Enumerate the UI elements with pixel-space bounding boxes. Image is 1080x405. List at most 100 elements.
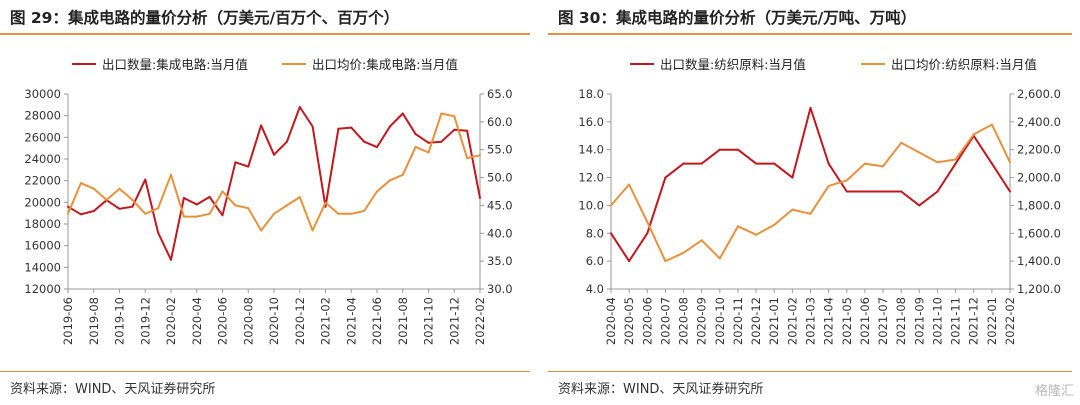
y-tick-label-right: 55.0 [487,143,513,157]
data-point [350,212,353,215]
data-point [809,212,812,215]
series-line-volume [610,106,1011,263]
data-point [363,140,366,143]
data-point [900,141,903,144]
data-point [718,257,721,260]
x-tick-label: 2022-01 [985,297,999,345]
x-tick-label: 2021-01 [767,297,781,345]
data-point [234,161,237,164]
data-point [131,205,134,208]
figure-title: 图 30：集成电路的量价分析（万美元/万吨、万吨） [558,9,917,27]
y-tick-label-left: 14.0 [578,143,604,157]
legend-label: 出口数量:纺织原料:当月值 [660,57,806,72]
y-tick-label-right: 45.0 [487,198,513,212]
data-point [105,198,108,201]
data-point [92,210,95,212]
data-point [414,133,417,136]
x-tick-label: 2022-02 [1003,297,1017,345]
data-point [737,148,739,151]
data-point [664,176,667,179]
data-point [170,258,172,261]
data-point [195,215,198,218]
chart-panel-29: 图 29：集成电路的量价分析（万美元/百万个、百万个） 出口数量:集成电路:当月… [0,0,530,405]
source-divider [548,371,1072,372]
chart-29: 出口数量:集成电路:当月值 出口均价:集成电路:当月值 12000 14000 1600… [24,57,513,345]
data-point [363,210,366,212]
data-point [936,190,939,193]
data-point [182,215,185,218]
data-point [755,233,758,236]
y-tick-label-right: 2,000.0 [1017,171,1061,185]
data-point [285,204,288,207]
data-point [1009,190,1011,193]
x-tick-label: 2020-10 [713,297,727,345]
data-point [273,153,275,156]
x-tick-label: 2020-06 [640,297,654,345]
data-point [646,221,649,224]
data-point [260,124,263,127]
x-tick-label: 2020-09 [695,297,709,345]
y-tick-label-left: 16000 [24,239,61,253]
source-divider [0,371,530,372]
y-tick-label-left: 6.0 [586,254,604,268]
data-point [682,251,685,254]
x-tick-label: 2021-02 [785,297,799,345]
data-point [827,162,830,165]
y-tick-label-left: 20000 [24,195,61,209]
data-point [157,231,160,234]
legend-label: 出口数量:集成电路:当月值 [102,57,248,72]
data-point [427,151,430,154]
x-tick-label: 2019-08 [87,297,101,345]
x-tick-label: 2021-05 [840,297,854,345]
x-tick-label: 2021-08 [894,297,908,345]
x-tick-label: 2021-10 [422,297,436,345]
x-tick-label: 2021-03 [804,297,818,345]
data-point [882,190,884,193]
data-point [466,157,469,160]
y-tick-label-left: 12000 [24,282,61,296]
data-point [376,190,378,193]
x-tick-label: 2020-06 [216,297,230,345]
source-note: 资料来源：WIND、天风证券研究所 [10,382,216,397]
y-tick-label-right: 2,200.0 [1017,143,1061,157]
data-point [67,212,69,215]
y-tick-label-left: 14000 [24,260,61,274]
y-tick-label-right: 35.0 [487,254,513,268]
data-point [773,162,776,165]
data-point [311,229,314,232]
data-point [311,125,314,128]
data-point [610,204,612,207]
data-point [863,190,866,193]
data-point [791,176,794,179]
y-tick-label-right: 2,600.0 [1017,87,1061,101]
x-tick-label: 2021-12 [447,297,461,345]
data-point [195,203,198,206]
data-point [144,178,147,181]
series-line-volume [67,106,481,261]
data-point [990,123,993,126]
data-point [427,141,430,144]
data-point [273,212,275,215]
data-point [388,179,391,182]
data-point [182,197,185,199]
figure-title: 图 29：集成电路的量价分析（万美元/百万个、百万个） [10,9,400,27]
y-tick-label-right: 60.0 [487,115,513,129]
data-point [324,205,327,208]
data-point [845,190,848,193]
y-tick-label-right: 1,800.0 [1017,198,1061,212]
data-point [954,162,957,165]
y-tick-label-left: 30000 [24,87,61,101]
data-point [221,214,224,217]
data-point [610,232,612,235]
data-point [936,161,939,164]
series-line-price [610,123,1011,263]
title-divider [0,33,530,35]
x-tick-label: 2020-05 [622,297,636,345]
data-point [664,260,667,263]
data-point [453,128,456,131]
y-tick-label-right: 65.0 [487,87,513,101]
data-point [260,229,263,232]
data-point [809,106,812,109]
x-tick-label: 2019-12 [138,297,152,345]
data-point [863,162,866,165]
